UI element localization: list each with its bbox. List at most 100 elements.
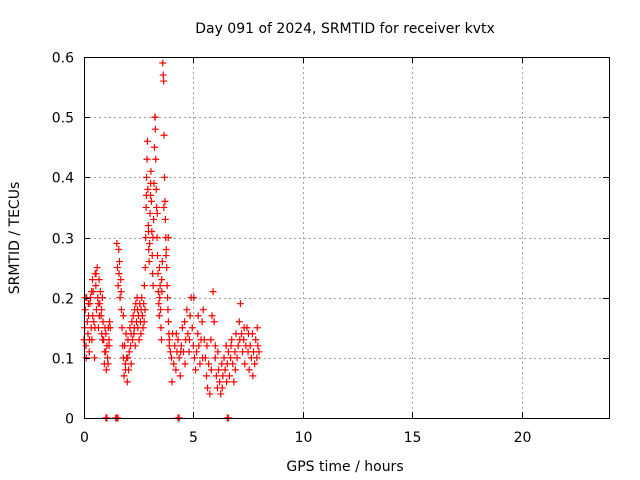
data-point — [140, 300, 148, 308]
data-point — [99, 318, 107, 326]
data-point — [146, 209, 154, 217]
data-point — [122, 366, 130, 374]
data-point — [147, 167, 155, 175]
data-point — [143, 173, 151, 181]
data-point — [131, 342, 139, 350]
data-point — [241, 360, 249, 368]
data-point — [115, 258, 123, 266]
data-point — [229, 360, 237, 368]
data-point — [149, 234, 157, 241]
data-point — [231, 348, 239, 356]
data-point — [186, 312, 194, 320]
data-point — [147, 179, 155, 187]
data-point — [104, 360, 112, 368]
data-point — [185, 348, 193, 356]
data-point — [121, 360, 129, 368]
data-point — [84, 300, 92, 308]
data-point — [177, 342, 185, 350]
data-point — [172, 366, 180, 374]
data-point — [117, 306, 125, 314]
data-point — [204, 384, 212, 392]
data-point — [153, 203, 161, 211]
data-point — [190, 354, 198, 362]
data-point — [181, 318, 189, 326]
data-point — [227, 354, 235, 362]
x-tick-label: 0 — [80, 430, 89, 446]
data-point — [146, 240, 154, 248]
data-point — [82, 342, 90, 350]
data-point — [106, 324, 114, 332]
data-point — [255, 348, 263, 356]
data-point — [96, 288, 104, 296]
data-point — [168, 378, 176, 386]
data-point — [249, 372, 257, 380]
data-point — [129, 336, 137, 344]
data-point — [161, 215, 169, 223]
data-point — [125, 348, 133, 356]
data-point — [203, 342, 211, 350]
data-point — [144, 185, 152, 193]
data-point — [158, 276, 166, 284]
x-tick-label: 15 — [404, 430, 422, 446]
data-point — [118, 324, 126, 332]
data-point — [245, 366, 253, 374]
data-point — [159, 59, 167, 67]
data-point — [162, 252, 170, 260]
data-point — [170, 360, 178, 368]
data-point — [199, 306, 207, 314]
data-point — [102, 366, 110, 374]
data-point — [163, 282, 171, 290]
data-point — [149, 282, 157, 290]
data-point — [145, 246, 153, 254]
data-point — [160, 203, 168, 211]
data-point — [139, 324, 147, 332]
data-point — [208, 312, 216, 320]
data-point — [163, 264, 171, 272]
data-point — [82, 354, 90, 362]
data-point — [106, 318, 114, 326]
data-point — [190, 294, 198, 302]
data-point — [143, 155, 151, 163]
data-point — [225, 372, 233, 380]
data-point — [124, 354, 132, 362]
data-point — [212, 372, 220, 380]
data-point — [142, 234, 150, 241]
chart-title: Day 091 of 2024, SRMTID for receiver kvt… — [195, 21, 495, 37]
data-point — [175, 354, 183, 362]
y-tick-label: 0.6 — [52, 51, 74, 67]
x-tick-label: 5 — [189, 430, 198, 446]
data-point — [93, 264, 101, 272]
data-point — [144, 221, 152, 229]
x-tick-label: 20 — [514, 430, 532, 446]
data-point — [251, 360, 259, 368]
data-point — [127, 360, 135, 368]
data-point — [230, 378, 238, 386]
data-point — [89, 312, 97, 320]
data-point — [160, 131, 168, 139]
y-tick-label: 0.5 — [52, 111, 74, 127]
data-point — [234, 342, 242, 350]
data-point — [138, 294, 146, 302]
data-point — [138, 312, 146, 320]
data-point — [157, 306, 165, 314]
data-point — [151, 125, 159, 133]
data-point — [238, 330, 245, 338]
data-point — [236, 336, 244, 344]
data-point — [95, 312, 103, 320]
data-point — [198, 318, 206, 326]
data-point — [158, 288, 166, 296]
data-point — [143, 137, 151, 145]
data-point — [150, 143, 158, 151]
data-point — [236, 300, 244, 308]
data-point — [114, 282, 122, 290]
x-tick-label: 10 — [295, 430, 313, 446]
data-point — [164, 234, 172, 241]
data-point — [145, 227, 153, 235]
data-point — [205, 360, 213, 368]
data-point — [155, 300, 163, 308]
data-point — [115, 270, 123, 278]
data-point — [151, 113, 159, 121]
data-point — [115, 246, 123, 254]
data-point — [181, 360, 189, 368]
y-tick-label: 0 — [65, 412, 74, 428]
